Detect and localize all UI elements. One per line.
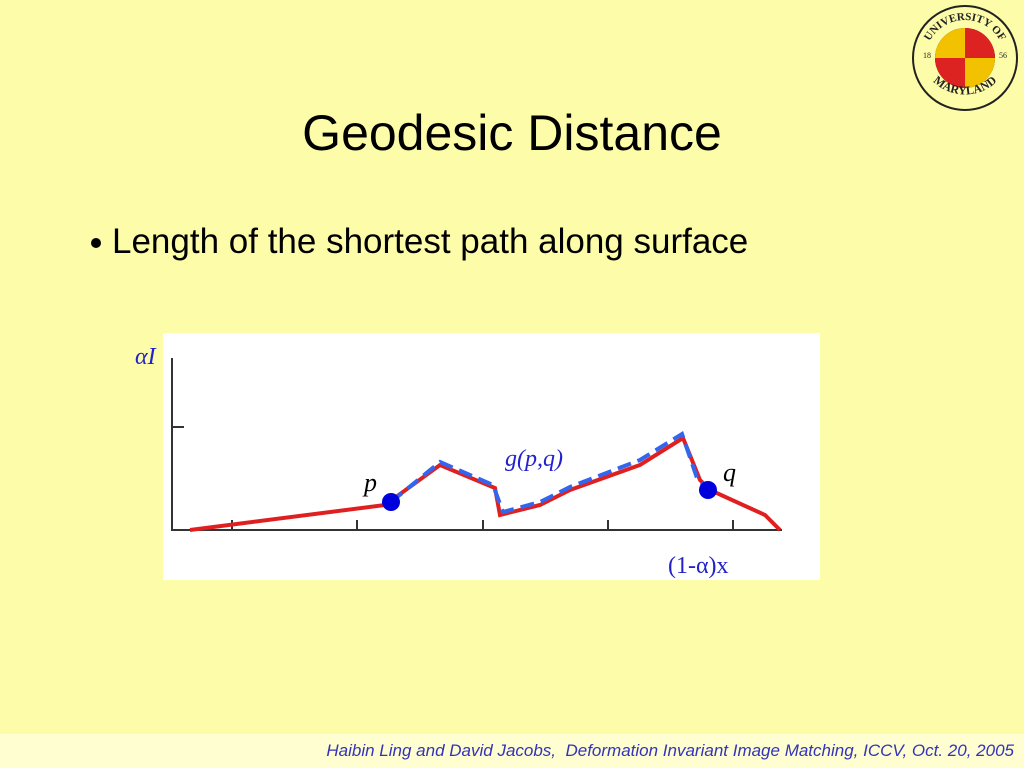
x-label: (1-α)x [668, 553, 729, 579]
logo-quarter [935, 58, 965, 88]
point-p [382, 493, 400, 511]
logo-year-right: 56 [999, 51, 1007, 60]
slide-title: Geodesic Distance [302, 105, 722, 161]
point-q [699, 481, 717, 499]
logo-year-left: 18 [923, 51, 931, 60]
logo-quarter [935, 28, 965, 58]
logo: UNIVERSITY OF MARYLAND 18 56 [912, 5, 1018, 111]
bullet-dot [91, 238, 101, 248]
bullet-text: Length of the shortest path along surfac… [112, 222, 749, 261]
figure: αI (1-α)x p q g(p,q) UNIVERSITY OF MARYL… [135, 5, 1018, 580]
q-label: q [723, 458, 736, 487]
y-label: αI [135, 344, 157, 370]
p-label: p [362, 468, 377, 497]
footer: Haibin Ling and David Jacobs, Deformatio… [326, 741, 1014, 760]
axes [171, 358, 782, 531]
footer-band [0, 734, 1024, 768]
logo-quarter [965, 28, 995, 58]
logo-quarter [965, 58, 995, 88]
figure-panel [163, 333, 820, 580]
path-label: g(p,q) [505, 446, 563, 472]
geodesic-path [389, 430, 710, 515]
